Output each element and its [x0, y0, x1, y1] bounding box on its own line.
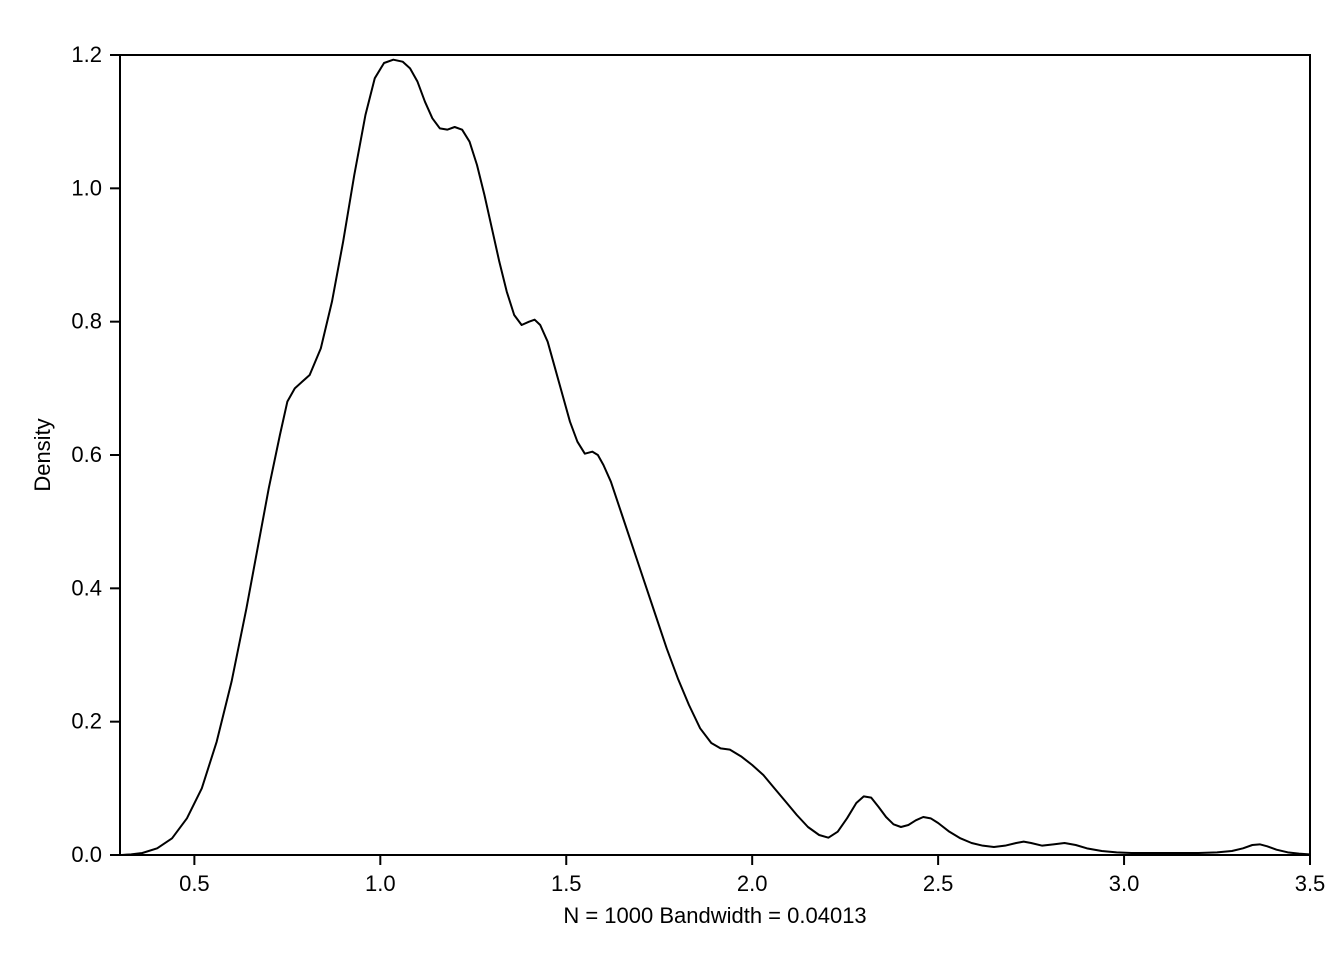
x-axis-label: N = 1000 Bandwidth = 0.04013	[563, 903, 866, 928]
y-tick-label: 0.4	[71, 575, 102, 600]
chart-background	[0, 0, 1344, 960]
density-chart: 0.5 1.0 1.5 2.0 2.5 3.0 3.5 0.0 0.2 0.4 0.6 0.8 1.0 1…	[0, 0, 1344, 960]
x-tick-label: 3.5	[1295, 871, 1326, 896]
x-tick-label: 3.0	[1109, 871, 1140, 896]
y-axis-label: Density	[30, 418, 55, 491]
y-tick-label: 0.8	[71, 309, 102, 334]
y-tick-label: 0.0	[71, 842, 102, 867]
y-tick-label: 0.2	[71, 709, 102, 734]
x-tick-label: 0.5	[179, 871, 210, 896]
y-tick-label: 1.0	[71, 175, 102, 200]
y-tick-label: 0.6	[71, 442, 102, 467]
x-tick-label: 1.0	[365, 871, 396, 896]
x-tick-label: 2.0	[737, 871, 768, 896]
x-tick-label: 1.5	[551, 871, 582, 896]
x-tick-label: 2.5	[923, 871, 954, 896]
y-tick-label: 1.2	[71, 42, 102, 67]
